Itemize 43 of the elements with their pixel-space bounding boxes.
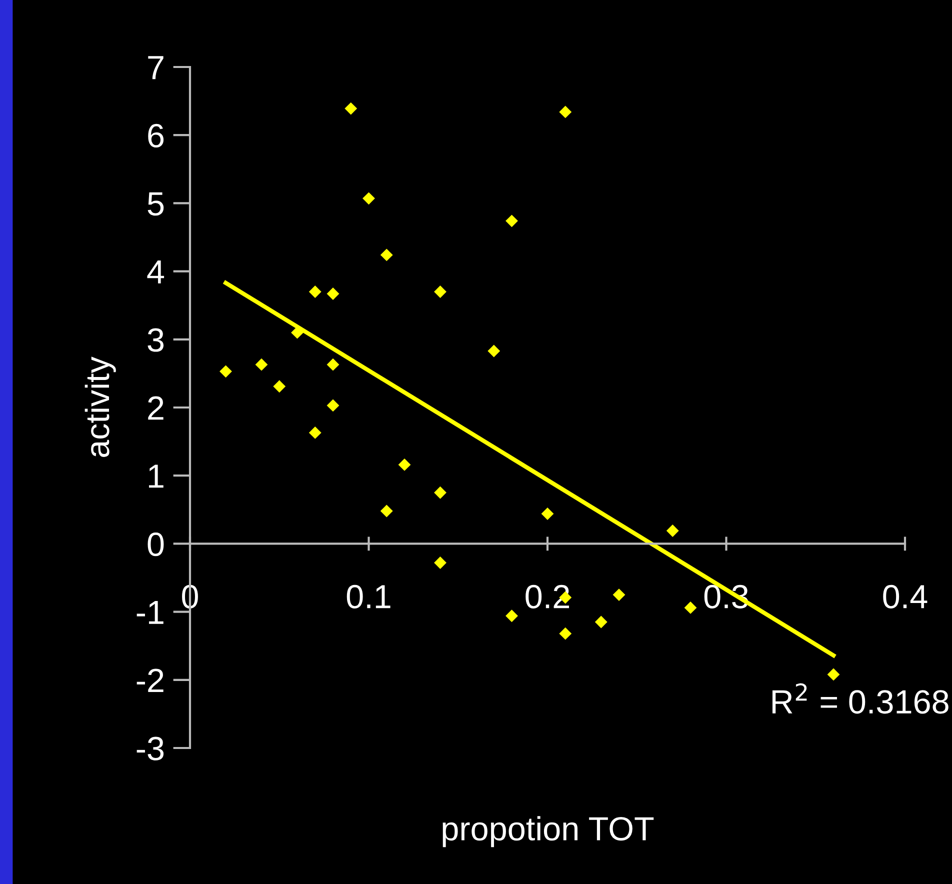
- y-tick-label: 6: [148, 124, 164, 148]
- point: [326, 399, 340, 412]
- point: [488, 344, 500, 358]
- point: [434, 556, 446, 569]
- point: [362, 192, 375, 205]
- y-tick-label: -2: [136, 668, 164, 692]
- point: [612, 588, 626, 601]
- y-tick-label: -3: [136, 736, 164, 760]
- y-tick-label: 2: [148, 396, 164, 420]
- point: [398, 458, 411, 471]
- point: [255, 358, 268, 371]
- point: [541, 508, 554, 520]
- y-tick-label: 0: [148, 532, 164, 556]
- x-tick-label: 0.4: [883, 584, 928, 608]
- point: [506, 214, 518, 228]
- annotation: R$^{2}$ = 0.3168: [772, 683, 948, 714]
- y-tick-label: 1: [149, 464, 164, 488]
- point: [506, 610, 518, 622]
- point: [273, 380, 286, 393]
- point: [594, 616, 608, 628]
- point: [380, 504, 393, 518]
- point: [559, 106, 572, 118]
- point: [308, 286, 322, 298]
- y-axis-title: activity: [84, 356, 116, 458]
- point: [380, 248, 393, 262]
- y-tick-label: 4: [147, 260, 164, 284]
- point: [344, 102, 358, 115]
- y-tick-label: -1: [136, 600, 164, 624]
- y-tick-label: 5: [148, 192, 164, 216]
- point: [684, 602, 697, 614]
- x-tick-label: 0.1: [346, 584, 390, 608]
- point: [434, 486, 446, 499]
- point: [559, 627, 572, 640]
- point: [827, 668, 840, 681]
- point: [326, 358, 340, 371]
- point: [666, 524, 679, 537]
- point: [326, 288, 340, 300]
- point: [308, 426, 322, 439]
- y-tick-label: 7: [148, 56, 164, 80]
- point: [220, 365, 232, 378]
- x-axis-title: propotion TOT: [442, 816, 654, 848]
- y-tick-label: 3: [148, 328, 164, 352]
- point: [434, 286, 446, 298]
